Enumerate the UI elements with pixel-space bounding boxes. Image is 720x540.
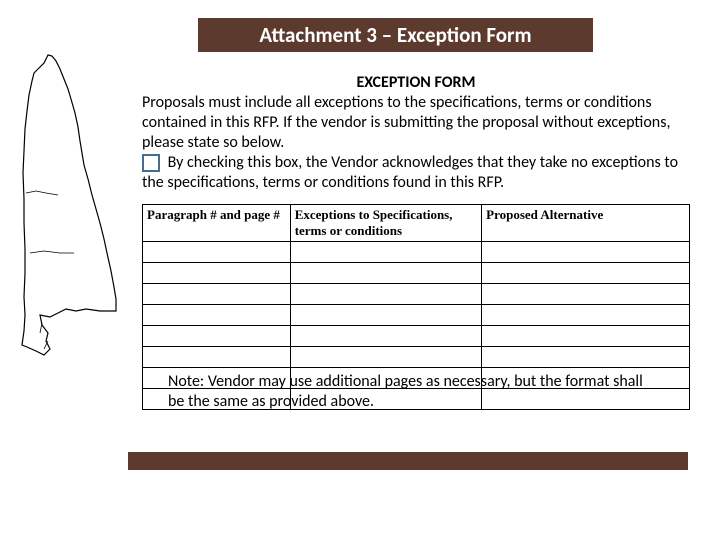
title-text: Attachment 3 – Exception Form (259, 22, 531, 48)
table-cell[interactable] (482, 242, 690, 263)
table-cell[interactable] (290, 263, 481, 284)
table-cell[interactable] (290, 305, 481, 326)
col-header-alternative: Proposed Alternative (482, 205, 690, 242)
table-cell[interactable] (290, 284, 481, 305)
checkbox-line: By checking this box, the Vendor acknowl… (142, 153, 690, 193)
footer-bar (128, 452, 688, 470)
table-row (143, 305, 690, 326)
state-outline-map (12, 53, 132, 363)
table-row (143, 284, 690, 305)
table-cell[interactable] (290, 347, 481, 368)
note-text: Note: Vendor may use additional pages as… (168, 372, 648, 412)
table-cell[interactable] (143, 242, 291, 263)
table-cell[interactable] (482, 263, 690, 284)
table-row (143, 326, 690, 347)
body-text-block: EXCEPTION FORM Proposals must include al… (142, 73, 690, 193)
title-banner: Attachment 3 – Exception Form (198, 18, 593, 52)
table-cell[interactable] (143, 347, 291, 368)
table-cell[interactable] (143, 284, 291, 305)
col-header-paragraph: Paragraph # and page # (143, 205, 291, 242)
table-cell[interactable] (290, 326, 481, 347)
table-row (143, 242, 690, 263)
table-cell[interactable] (143, 326, 291, 347)
no-exceptions-checkbox[interactable] (142, 154, 160, 172)
table-row (143, 347, 690, 368)
intro-paragraph: Proposals must include all exceptions to… (142, 93, 690, 153)
col-header-exceptions: Exceptions to Specifications, terms or c… (290, 205, 481, 242)
table-cell[interactable] (482, 284, 690, 305)
table-row (143, 263, 690, 284)
table-cell[interactable] (143, 263, 291, 284)
table-cell[interactable] (482, 305, 690, 326)
table-header-row: Paragraph # and page # Exceptions to Spe… (143, 205, 690, 242)
table-cell[interactable] (290, 242, 481, 263)
checkbox-label: By checking this box, the Vendor acknowl… (142, 153, 678, 192)
table-cell[interactable] (143, 305, 291, 326)
table-cell[interactable] (482, 326, 690, 347)
table-cell[interactable] (482, 347, 690, 368)
form-heading: EXCEPTION FORM (142, 73, 690, 93)
